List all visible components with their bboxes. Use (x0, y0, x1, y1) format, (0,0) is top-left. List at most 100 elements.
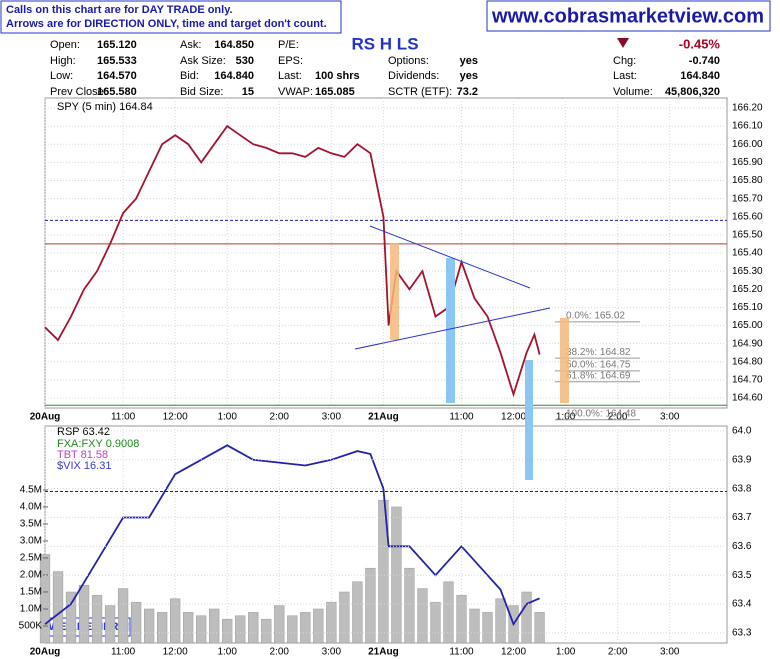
volume-bar (274, 605, 285, 644)
volume-bar (143, 608, 155, 644)
price-line (44, 124, 541, 398)
x-tick-label: 21Aug (368, 647, 399, 658)
quote-value: 164.850 (214, 39, 254, 51)
y-tick-label: 164.70 (732, 375, 763, 386)
quote-value: 73.2 (457, 86, 478, 98)
legend-entry: RSP 63.42 (57, 426, 110, 438)
volume-bar (222, 618, 233, 644)
quote-label: Open: (50, 39, 80, 51)
quote-label: VWAP: (278, 86, 313, 98)
quote-value: 100 shrs (315, 70, 360, 82)
y-tick-label: 500K (19, 621, 43, 632)
quote-value: 165.580 (97, 86, 137, 98)
quote-label: P/E: (278, 39, 299, 51)
down-arrow (617, 38, 629, 48)
quote-label: Ask Size: (180, 55, 226, 67)
change-pct: -0.45% (679, 36, 721, 51)
x-tick-label: 2:00 (608, 647, 628, 658)
volume-bar (261, 618, 272, 644)
quote-label: High: (50, 55, 76, 67)
volume-bar (209, 608, 220, 644)
symbol: RS H LS (351, 34, 418, 53)
fib-label: 0.0%: 165.02 (566, 311, 625, 322)
volume-bar (456, 595, 467, 644)
volume-bar (534, 612, 545, 644)
quote-label: Bid Size: (180, 86, 223, 98)
fib-label: 100.0%: 164.48 (566, 408, 636, 419)
volume-bar (104, 605, 116, 644)
x-tick-label: 1:00 (556, 412, 576, 423)
y2-tick-label: 63.4 (732, 599, 752, 610)
quote-label: Low: (50, 70, 73, 82)
volume-bar (443, 581, 454, 644)
quote-label: Chg: (613, 55, 636, 67)
quote-value: 15 (242, 86, 254, 98)
x-tick-label: 2:00 (608, 412, 628, 423)
quote-label: Prev Close: (50, 86, 107, 98)
quote-value: 164.840 (214, 70, 254, 82)
volume-bar (183, 612, 194, 644)
volume-bar (417, 588, 428, 644)
x-tick-label: 1:00 (556, 647, 576, 658)
x-tick-label: 11:00 (111, 647, 136, 658)
y-tick-label: 2.0M (20, 570, 42, 581)
volume-bar (378, 499, 389, 644)
x-tick-label: 3:00 (322, 412, 342, 423)
quote-value: -0.740 (689, 55, 720, 67)
highlight (390, 243, 399, 340)
volume-bar (235, 615, 246, 644)
volume-bar (248, 612, 259, 644)
y-tick-label: 165.10 (732, 302, 763, 313)
y-tick-label: 2.5M (20, 553, 42, 564)
y2-tick-label: 63.7 (732, 512, 752, 523)
site-box (486, 0, 771, 32)
x-tick-label: 11:00 (449, 412, 474, 423)
y2-tick-label: 63.8 (732, 483, 752, 494)
y2-tick-label: 64.0 (732, 426, 752, 437)
note: Calls on this chart are for DAY TRADE on… (6, 4, 233, 16)
trend-line (369, 225, 531, 289)
fib-label: 50.0%: 164.75 (566, 359, 631, 370)
quote-label: Dividends: (388, 70, 439, 82)
volume-bar (196, 615, 207, 644)
x-tick-label: 12:00 (501, 412, 526, 423)
y-tick-label: 164.90 (732, 338, 763, 349)
quote-label: EPS: (278, 55, 303, 67)
y-tick-label: 1.5M (20, 587, 42, 598)
quote-label: Last: (613, 70, 637, 82)
legend-entry: SPY (5 min) 164.84 (57, 101, 153, 113)
y-tick-label: 4.0M (20, 502, 42, 513)
highlights (354, 225, 569, 480)
quote-label: Options: (388, 55, 429, 67)
highlight (446, 258, 455, 403)
x-tick-label: 2:00 (270, 412, 290, 423)
quote-value: 165.085 (315, 86, 355, 98)
volume-bar (365, 567, 376, 644)
site: www.cobrasmarketview.com (491, 5, 764, 27)
quote-label: Volume: (613, 86, 653, 98)
y-tick-label: 165.20 (732, 284, 763, 295)
y-tick-label: 164.80 (732, 356, 763, 367)
x-tick-label: 3:00 (660, 412, 680, 423)
quote-label: Last: (278, 70, 302, 82)
y2-tick-label: 63.5 (732, 570, 752, 581)
x-tick-label: 20Aug (30, 647, 61, 658)
y-tick-label: 165.60 (732, 211, 763, 222)
volume-bar (313, 608, 324, 644)
quote-value: 165.120 (97, 39, 137, 51)
quote-value: 165.533 (97, 55, 137, 67)
x-tick-label: 21Aug (368, 412, 399, 423)
y-tick-label: 1.0M (20, 604, 42, 615)
volume-bar (300, 612, 311, 644)
quote-value: yes (460, 70, 478, 82)
quote-value: 164.570 (97, 70, 137, 82)
volume-bar (91, 595, 103, 644)
x-tick-label: 3:00 (660, 647, 680, 658)
y2-tick-label: 63.3 (732, 628, 752, 639)
highlight (560, 318, 569, 403)
y-tick-label: 165.90 (732, 157, 763, 168)
y-tick-label: 165.30 (732, 266, 763, 277)
note: Arrows are for DIRECTION ONLY, time and … (6, 18, 327, 30)
x-tick-label: 1:00 (217, 412, 237, 423)
volume-bar (495, 598, 506, 644)
